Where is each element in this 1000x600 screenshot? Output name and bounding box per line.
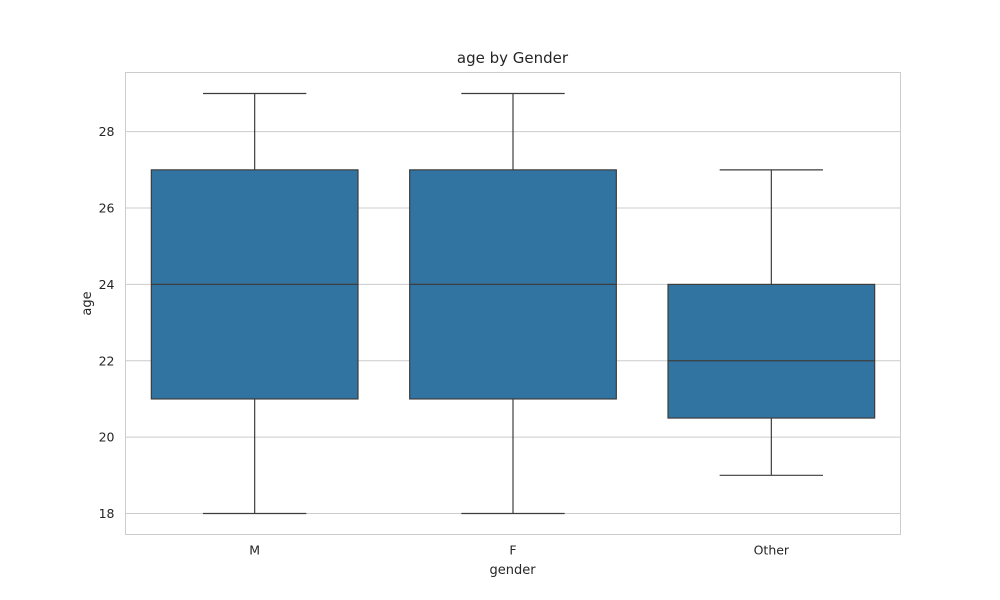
y-tick-labels: 18 20 22 24 26 28 bbox=[99, 124, 115, 521]
x-tick-labels: M F Other bbox=[249, 543, 790, 558]
x-tick-label-m: M bbox=[249, 543, 260, 558]
x-axis-label: gender bbox=[489, 563, 536, 578]
y-axis-label: age bbox=[80, 291, 95, 315]
plot-frame bbox=[125, 72, 901, 535]
box-layer bbox=[150, 92, 876, 515]
y-tick-label-18: 18 bbox=[99, 506, 115, 521]
x-tick-label-other: Other bbox=[754, 543, 790, 558]
iqr-box-other bbox=[667, 283, 876, 419]
y-tick-label-20: 20 bbox=[99, 430, 115, 445]
box-m bbox=[150, 92, 359, 515]
y-tick-label-26: 26 bbox=[99, 201, 115, 216]
y-tick-label-28: 28 bbox=[99, 124, 115, 139]
box-other bbox=[667, 169, 876, 476]
y-tick-label-24: 24 bbox=[99, 277, 115, 292]
y-tick-label-22: 22 bbox=[99, 353, 115, 368]
chart-title: age by Gender bbox=[457, 49, 569, 67]
box-f bbox=[409, 92, 617, 515]
x-tick-label-f: F bbox=[509, 543, 516, 558]
